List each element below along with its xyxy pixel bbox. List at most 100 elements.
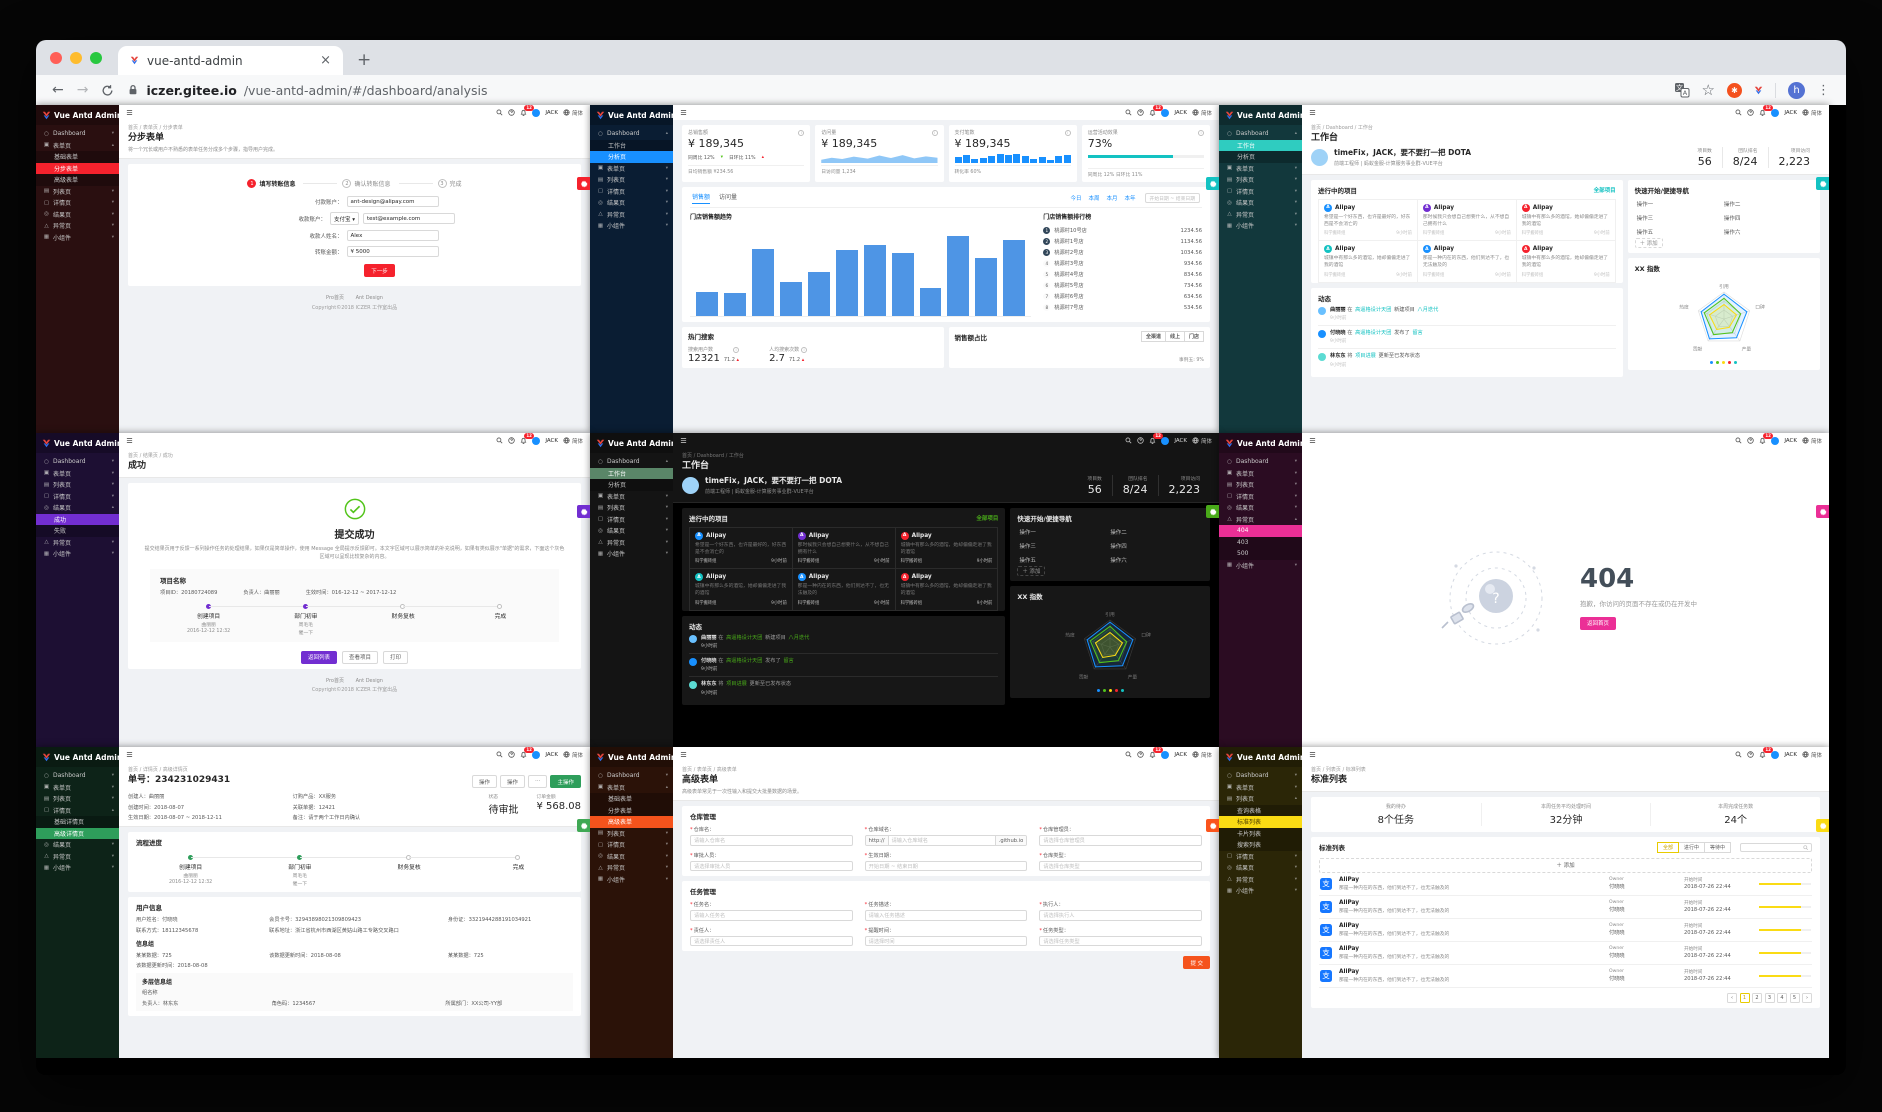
user-avatar[interactable] <box>532 750 541 759</box>
form-input[interactable]: 请选择审批人员 <box>690 860 853 872</box>
project-card[interactable]: A Alipay 那是一种内在的东西，他们到达不了，也无法触及的 科学搬砖组 9小时… <box>1417 241 1517 283</box>
notification-bell[interactable]: 12 <box>1149 747 1163 758</box>
submit-button[interactable]: 提 交 <box>1183 956 1210 970</box>
app-logo[interactable]: Vue Antd Admin <box>36 105 122 125</box>
app-logo[interactable]: Vue Antd Admin <box>590 433 676 453</box>
quicknav-op[interactable]: 操作三 <box>1636 215 1654 222</box>
project-card[interactable]: A Alipay 那是一种内在的东西，他们到达不了，也无法触及的 科学搬砖组 9小时… <box>792 569 896 611</box>
footer-link[interactable]: Ant Design <box>355 677 383 684</box>
form-input[interactable]: 请输入任务描述 <box>864 910 1028 921</box>
kebab-menu-icon[interactable]: ⋮ <box>1817 82 1830 98</box>
quicknav-op[interactable]: 操作六 <box>1110 557 1127 564</box>
sidebar-item[interactable]: ▦ 小组件 ▾ <box>1226 562 1297 570</box>
theme-settings-button[interactable] <box>1206 505 1219 518</box>
field-input[interactable]: ¥ 5000 <box>346 246 439 258</box>
sidebar-item[interactable]: ○ Dashboard ▾ <box>1227 772 1297 780</box>
username[interactable]: JACK <box>545 437 558 444</box>
task-list-item[interactable]: 支 AliPay 那是一种内在的东西，他们到达不了，也无法触及的 Owner 付晓晓… <box>1319 896 1812 919</box>
user-avatar[interactable] <box>1771 436 1780 445</box>
task-list-item[interactable]: 支 AliPay 那是一种内在的东西，他们到达不了，也无法触及的 Owner 付晓晓… <box>1319 965 1812 988</box>
task-list-item[interactable]: 支 AliPay 那是一种内在的东西，他们到达不了，也无法触及的 Owner 付晓晓… <box>1319 873 1812 896</box>
project-card[interactable]: A Alipay 那时候我只会想自己想要什么，从不想自己拥有什么 科学搬砖组 9小时… <box>792 527 896 570</box>
theme-settings-button[interactable] <box>577 505 590 518</box>
user-avatar[interactable] <box>1161 750 1170 759</box>
info-icon[interactable]: i <box>931 129 938 136</box>
field-prefix-select[interactable]: 支付宝 ▾ <box>329 212 359 226</box>
user-avatar[interactable] <box>1771 750 1780 759</box>
sidebar-item[interactable]: 高级详情页 <box>36 827 119 839</box>
sidebar-item[interactable]: ▦ 小组件 ▾ <box>597 550 668 559</box>
language-switcher[interactable]: 简体 <box>1192 751 1212 759</box>
form-input[interactable]: 请选择任务类型 <box>1039 935 1202 947</box>
sidebar-item[interactable]: ▤ 列表页 ▾ <box>43 795 114 804</box>
menu-fold-icon[interactable] <box>680 109 687 116</box>
menu-fold-icon[interactable] <box>1309 109 1316 116</box>
sidebar-item[interactable]: 分析页 <box>590 479 673 491</box>
user-avatar[interactable] <box>1771 108 1780 117</box>
info-icon[interactable]: i <box>801 346 808 353</box>
user-avatar[interactable] <box>1161 436 1170 445</box>
app-logo[interactable]: Vue Antd Admin <box>590 747 676 767</box>
sidebar-item[interactable]: ▣ 表单页 ▴ <box>597 784 668 792</box>
form-input[interactable]: 请选择责任人 <box>690 935 853 947</box>
search-icon[interactable] <box>1735 109 1742 116</box>
username[interactable]: JACK <box>545 109 558 116</box>
language-switcher[interactable]: 简体 <box>1192 437 1212 445</box>
sidebar-item[interactable]: ◎ 结果页 ▴ <box>44 504 114 513</box>
sidebar-item[interactable]: ○ Dashboard ▴ <box>1227 130 1297 138</box>
sidebar-item[interactable]: 基础详情页 <box>36 816 119 828</box>
sidebar-item[interactable]: ▦ 小组件 ▾ <box>43 550 114 559</box>
language-switcher[interactable]: 简体 <box>1192 109 1212 117</box>
page-button[interactable]: ‹ <box>1727 992 1737 1003</box>
sidebar-item[interactable]: 标准列表 <box>1219 816 1302 828</box>
sidebar-item[interactable]: 404 <box>1219 525 1302 537</box>
sidebar-item[interactable]: △ 异常页 ▴ <box>1227 516 1297 524</box>
sidebar-item[interactable]: ▣ 表单页 ▾ <box>597 165 668 173</box>
help-icon[interactable] <box>508 437 515 444</box>
username[interactable]: JACK <box>1784 109 1797 116</box>
field-input[interactable]: ant-design@alipay.com <box>346 196 439 208</box>
translate-icon[interactable] <box>1674 82 1690 98</box>
breadcrumb[interactable]: 首页 / 表单页 / 分步表单 <box>128 125 183 131</box>
menu-fold-icon[interactable] <box>680 751 687 758</box>
channel-tab[interactable]: 线上 <box>1165 331 1185 342</box>
action-button[interactable]: 操作 <box>499 775 525 788</box>
notification-bell[interactable]: 12 <box>520 747 534 758</box>
footer-link[interactable]: Pro首页 <box>326 295 344 302</box>
sidebar-item[interactable]: 工作台 <box>1219 139 1302 151</box>
form-input[interactable]: 请选择仓库管理员 <box>1039 835 1202 846</box>
action-button[interactable]: ⋯ <box>527 775 548 788</box>
project-card[interactable]: A Alipay 城镇中有那么多的酒馆，她却偏偏走进了我的酒馆 科学搬砖组 9小时前 <box>895 527 999 570</box>
project-card[interactable]: A Alipay 城镇中有那么多的酒馆，她却偏偏走进了我的酒馆 科学搬砖组 9小时前 <box>895 569 999 611</box>
sidebar-item[interactable]: 失败 <box>36 525 119 537</box>
sidebar-item[interactable]: △ 异常页 ▾ <box>44 222 114 231</box>
notification-bell[interactable]: 12 <box>1759 433 1773 444</box>
sidebar-item[interactable]: △ 异常页 ▾ <box>1227 211 1297 219</box>
sidebar-item[interactable]: ▢ 详情页 ▾ <box>43 493 114 501</box>
list-search-input[interactable] <box>1740 842 1812 853</box>
search-icon[interactable] <box>496 109 503 116</box>
sidebar-item[interactable]: ○ Dashboard ▾ <box>1227 458 1297 466</box>
breadcrumb[interactable]: 首页 / 结果页 / 成功 <box>128 453 173 459</box>
footer-link[interactable]: Pro首页 <box>326 677 344 684</box>
new-tab-button[interactable]: + <box>357 50 372 70</box>
print-button[interactable]: 打印 <box>383 650 409 664</box>
quicknav-op[interactable]: 操作一 <box>1636 201 1654 208</box>
browser-tab[interactable]: vue-antd-admin × <box>118 46 343 75</box>
project-card[interactable]: A Alipay 城镇中有那么多的酒馆，她却偏偏走进了我的酒馆 科学搬砖组 9小时前 <box>1516 199 1616 242</box>
search-icon[interactable] <box>1735 437 1742 444</box>
app-logo[interactable]: Vue Antd Admin <box>36 433 122 453</box>
form-input[interactable]: 请选择执行人 <box>1039 910 1202 921</box>
theme-settings-button[interactable] <box>1206 819 1219 832</box>
breadcrumb[interactable]: 首页 / 表单页 / 高级表单 <box>682 767 737 773</box>
view-project-button[interactable]: 查看项目 <box>341 650 378 664</box>
theme-settings-button[interactable] <box>577 819 590 832</box>
sidebar-item[interactable]: △ 异常页 ▾ <box>598 539 668 547</box>
quicknav-op[interactable]: 操作五 <box>1636 229 1654 236</box>
app-logo[interactable]: Vue Antd Admin <box>1219 105 1305 125</box>
sidebar-item[interactable]: ◎ 结果页 ▾ <box>1227 504 1297 513</box>
list-filter[interactable]: 等待中 <box>1704 841 1731 853</box>
sidebar-item[interactable]: ▣ 表单页 ▾ <box>43 470 114 478</box>
close-window-button[interactable] <box>50 52 62 64</box>
page-button[interactable]: 4 <box>1777 992 1787 1003</box>
